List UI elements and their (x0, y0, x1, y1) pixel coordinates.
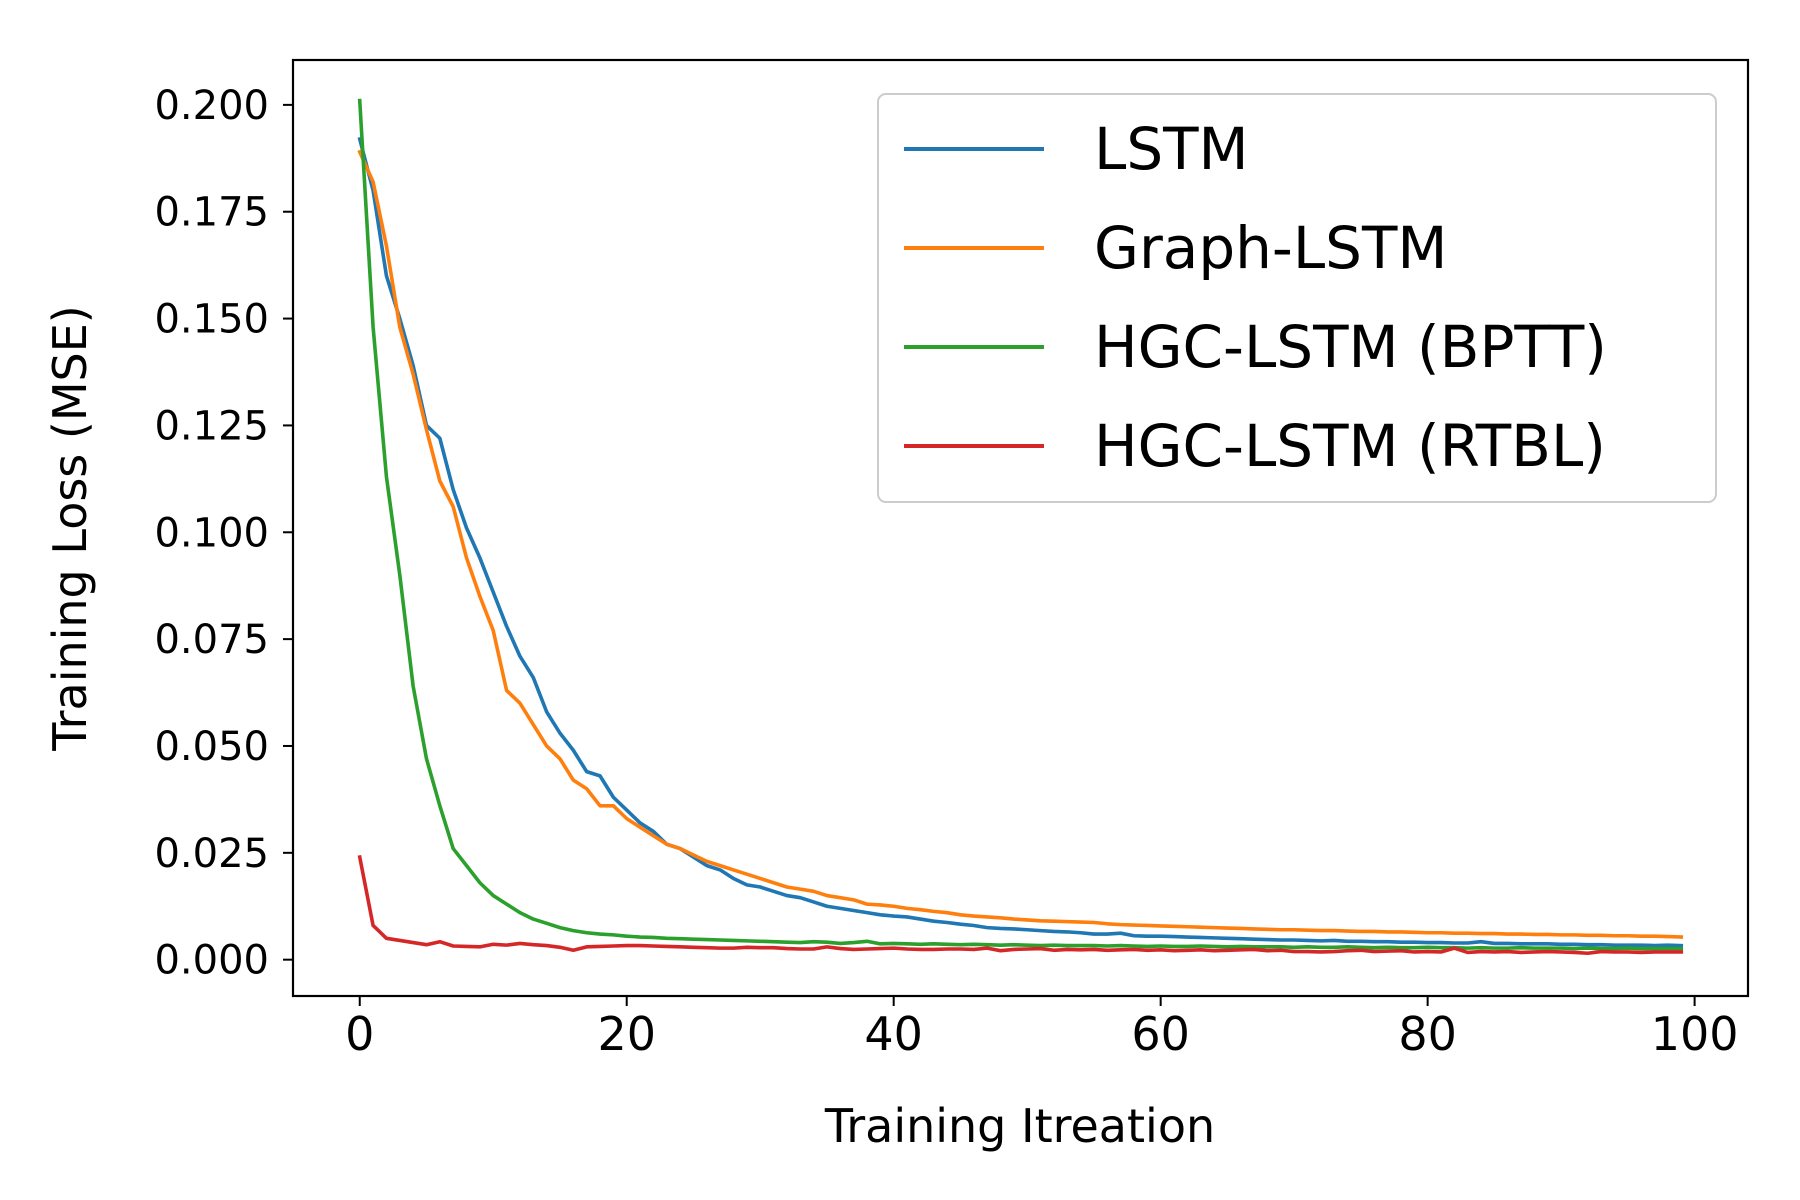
x-tick-label: 0 (345, 1007, 374, 1061)
legend-label: Graph-LSTM (1094, 214, 1447, 282)
legend-label: LSTM (1094, 115, 1249, 183)
legend: LSTM Graph-LSTM HGC-LSTM (BPTT) HGC-LSTM (R… (877, 93, 1717, 503)
series-line-1 (357, 149, 1684, 939)
series-line-0 (357, 136, 1684, 948)
y-tick-label: 0.200 (154, 83, 269, 129)
series-line-2 (357, 98, 1684, 951)
plot-frame (291, 58, 1750, 998)
y-axis: 0.000 0.025 0.050 0.075 0.100 0.125 0.150 0.175… (154, 83, 293, 984)
x-axis: 0 20 40 60 80 100 (345, 996, 1739, 1061)
y-tick-label: 0.100 (154, 510, 269, 556)
legend-box (877, 93, 1717, 503)
x-tick-label: 100 (1651, 1007, 1739, 1061)
y-tick-label: 0.075 (154, 617, 269, 663)
series-line-3 (357, 854, 1684, 956)
y-tick-label: 0.000 (154, 938, 269, 984)
x-axis-title: Training Itreation (824, 1099, 1215, 1153)
series-layer (357, 98, 1684, 956)
x-tick-label: 20 (597, 1007, 656, 1061)
y-axis-title: Training Loss (MSE) (43, 305, 97, 752)
x-tick-label: 60 (1131, 1007, 1190, 1061)
y-tick-label: 0.025 (154, 831, 269, 877)
y-tick-label: 0.175 (154, 190, 269, 236)
y-tick-label: 0.150 (154, 297, 269, 343)
x-tick-label: 80 (1398, 1007, 1457, 1061)
y-tick-label: 0.125 (154, 403, 269, 449)
y-tick-label: 0.050 (154, 724, 269, 770)
legend-label: HGC-LSTM (RTBL) (1094, 412, 1606, 480)
legend-label: HGC-LSTM (BPTT) (1094, 313, 1607, 381)
x-tick-label: 40 (864, 1007, 923, 1061)
